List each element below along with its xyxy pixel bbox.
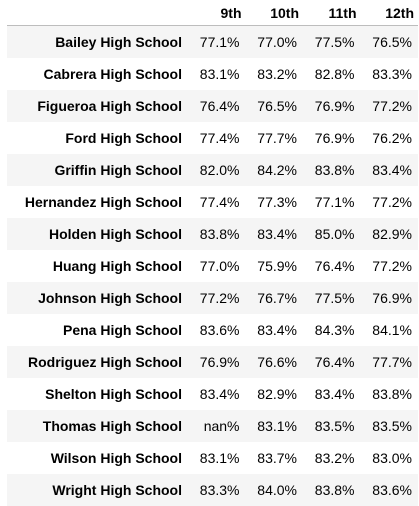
row-label-school: Hernandez High School [24, 193, 182, 210]
cell-9th: 77.4% [199, 193, 240, 210]
cell-12th: 77.2% [372, 257, 412, 274]
cell-9th: 83.8% [199, 225, 240, 242]
cell-10th: 83.2% [257, 65, 297, 82]
cell-12th: 82.9% [372, 225, 412, 242]
column-header-11th: 11th [303, 0, 361, 26]
row-label-school: Griffin High School [54, 161, 182, 178]
cell-11th: 82.8% [314, 65, 355, 82]
cell-10th: 82.9% [257, 385, 297, 402]
row-label-school: Johnson High School [38, 289, 182, 306]
row-label-school: Rodriguez High School [28, 353, 182, 370]
row-label-school: Cabrera High School [43, 65, 182, 82]
table-row: Johnson High School 77.2% 76.7% 77.5% 76.9% [7, 281, 418, 314]
table-row: Shelton High School 83.4% 82.9% 83.4% 83.8% [7, 377, 418, 410]
cell-10th: 77.0% [257, 33, 297, 50]
row-label-school: Wilson High School [50, 449, 182, 466]
cell-11th: 76.9% [314, 129, 355, 146]
row-label-school: Thomas High School [42, 417, 182, 434]
table-row: Huang High School 77.0% 75.9% 76.4% 77.2% [7, 249, 418, 282]
cell-12th: 77.7% [372, 353, 412, 370]
cell-9th: 83.3% [199, 481, 240, 498]
cell-12th: 83.8% [372, 385, 412, 402]
cell-12th: 83.4% [372, 161, 412, 178]
cell-10th: 83.4% [257, 225, 297, 242]
cell-9th: 76.4% [199, 97, 240, 114]
cell-11th: 83.2% [314, 449, 355, 466]
cell-11th: 77.5% [314, 33, 355, 50]
cell-12th: 76.5% [372, 33, 412, 50]
cell-9th: 76.9% [199, 353, 240, 370]
cell-12th: 76.2% [372, 129, 412, 146]
cell-9th: 77.1% [199, 33, 240, 50]
cell-11th: 85.0% [314, 225, 355, 242]
cell-10th: 84.0% [257, 481, 297, 498]
cell-11th: 77.1% [314, 193, 355, 210]
cell-10th: 83.4% [257, 321, 297, 338]
cell-11th: 76.4% [314, 353, 355, 370]
table-row: Bailey High School 77.1% 77.0% 77.5% 76.5% [7, 25, 418, 58]
column-header-10th: 10th [245, 0, 303, 26]
table-row: Hernandez High School 77.4% 77.3% 77.1% 77.2… [7, 185, 418, 218]
row-label-school: Figueroa High School [37, 97, 182, 114]
table-row: Rodriguez High School 76.9% 76.6% 76.4% 77.7… [7, 345, 418, 378]
cell-10th: 76.6% [257, 353, 297, 370]
cell-10th: 76.5% [257, 97, 297, 114]
cell-10th: 84.2% [257, 161, 297, 178]
cell-11th: 83.8% [314, 481, 355, 498]
cell-9th: 77.0% [199, 257, 240, 274]
cell-10th: 75.9% [257, 257, 297, 274]
table-row: Wilson High School 83.1% 83.7% 83.2% 83.0% [7, 441, 418, 474]
row-label-school: Ford High School [65, 129, 182, 146]
scores-by-grade-table: 9th 10th 11th 12th Bailey High School 77.… [7, 0, 418, 506]
table-row: Cabrera High School 83.1% 83.2% 82.8% 83.3% [7, 57, 418, 90]
column-header-9th: 9th [188, 0, 246, 26]
cell-11th: 83.8% [314, 161, 355, 178]
cell-12th: 77.2% [372, 97, 412, 114]
cell-10th: 83.7% [257, 449, 297, 466]
cell-12th: 76.9% [372, 289, 412, 306]
column-header-12th: 12th [360, 0, 418, 26]
table-row: Ford High School 77.4% 77.7% 76.9% 76.2% [7, 121, 418, 154]
row-label-school: Bailey High School [55, 33, 182, 50]
cell-10th: 77.3% [257, 193, 297, 210]
cell-9th: 83.1% [199, 65, 240, 82]
row-label-school: Huang High School [52, 257, 182, 274]
cell-12th: 83.3% [372, 65, 412, 82]
header-row: 9th 10th 11th 12th [7, 0, 418, 26]
cell-11th: 83.5% [314, 417, 355, 434]
cell-9th: 77.2% [199, 289, 240, 306]
table-row: Griffin High School 82.0% 84.2% 83.8% 83.4% [7, 153, 418, 186]
table-row: Wright High School 83.3% 84.0% 83.8% 83.6% [7, 473, 418, 506]
table-body: Bailey High School 77.1% 77.0% 77.5% 76.5% Ca… [7, 25, 418, 506]
cell-11th: 76.4% [314, 257, 355, 274]
cell-11th: 83.4% [314, 385, 355, 402]
cell-10th: 76.7% [257, 289, 297, 306]
corner-header [7, 0, 188, 26]
table-row: Pena High School 83.6% 83.4% 84.3% 84.1% [7, 313, 418, 346]
cell-10th: 83.1% [257, 417, 297, 434]
cell-12th: 83.5% [372, 417, 412, 434]
cell-12th: 83.0% [372, 449, 412, 466]
row-label-school: Pena High School [62, 321, 182, 338]
cell-9th: 83.4% [199, 385, 240, 402]
cell-9th: 83.6% [199, 321, 240, 338]
row-label-school: Holden High School [49, 225, 182, 242]
cell-10th: 77.7% [257, 129, 297, 146]
cell-12th: 77.2% [372, 193, 412, 210]
cell-9th: nan% [203, 417, 240, 434]
cell-9th: 77.4% [199, 129, 240, 146]
cell-12th: 84.1% [372, 321, 412, 338]
table-row: Thomas High School nan% 83.1% 83.5% 83.5% [7, 409, 418, 442]
cell-11th: 84.3% [314, 321, 355, 338]
cell-11th: 76.9% [314, 97, 355, 114]
cell-12th: 83.6% [372, 481, 412, 498]
cell-11th: 77.5% [314, 289, 355, 306]
cell-9th: 82.0% [199, 161, 240, 178]
table-row: Figueroa High School 76.4% 76.5% 76.9% 77.2% [7, 89, 418, 122]
row-label-school: Shelton High School [45, 385, 182, 402]
cell-9th: 83.1% [199, 449, 240, 466]
row-label-school: Wright High School [52, 481, 182, 498]
table-row: Holden High School 83.8% 83.4% 85.0% 82.9% [7, 217, 418, 250]
